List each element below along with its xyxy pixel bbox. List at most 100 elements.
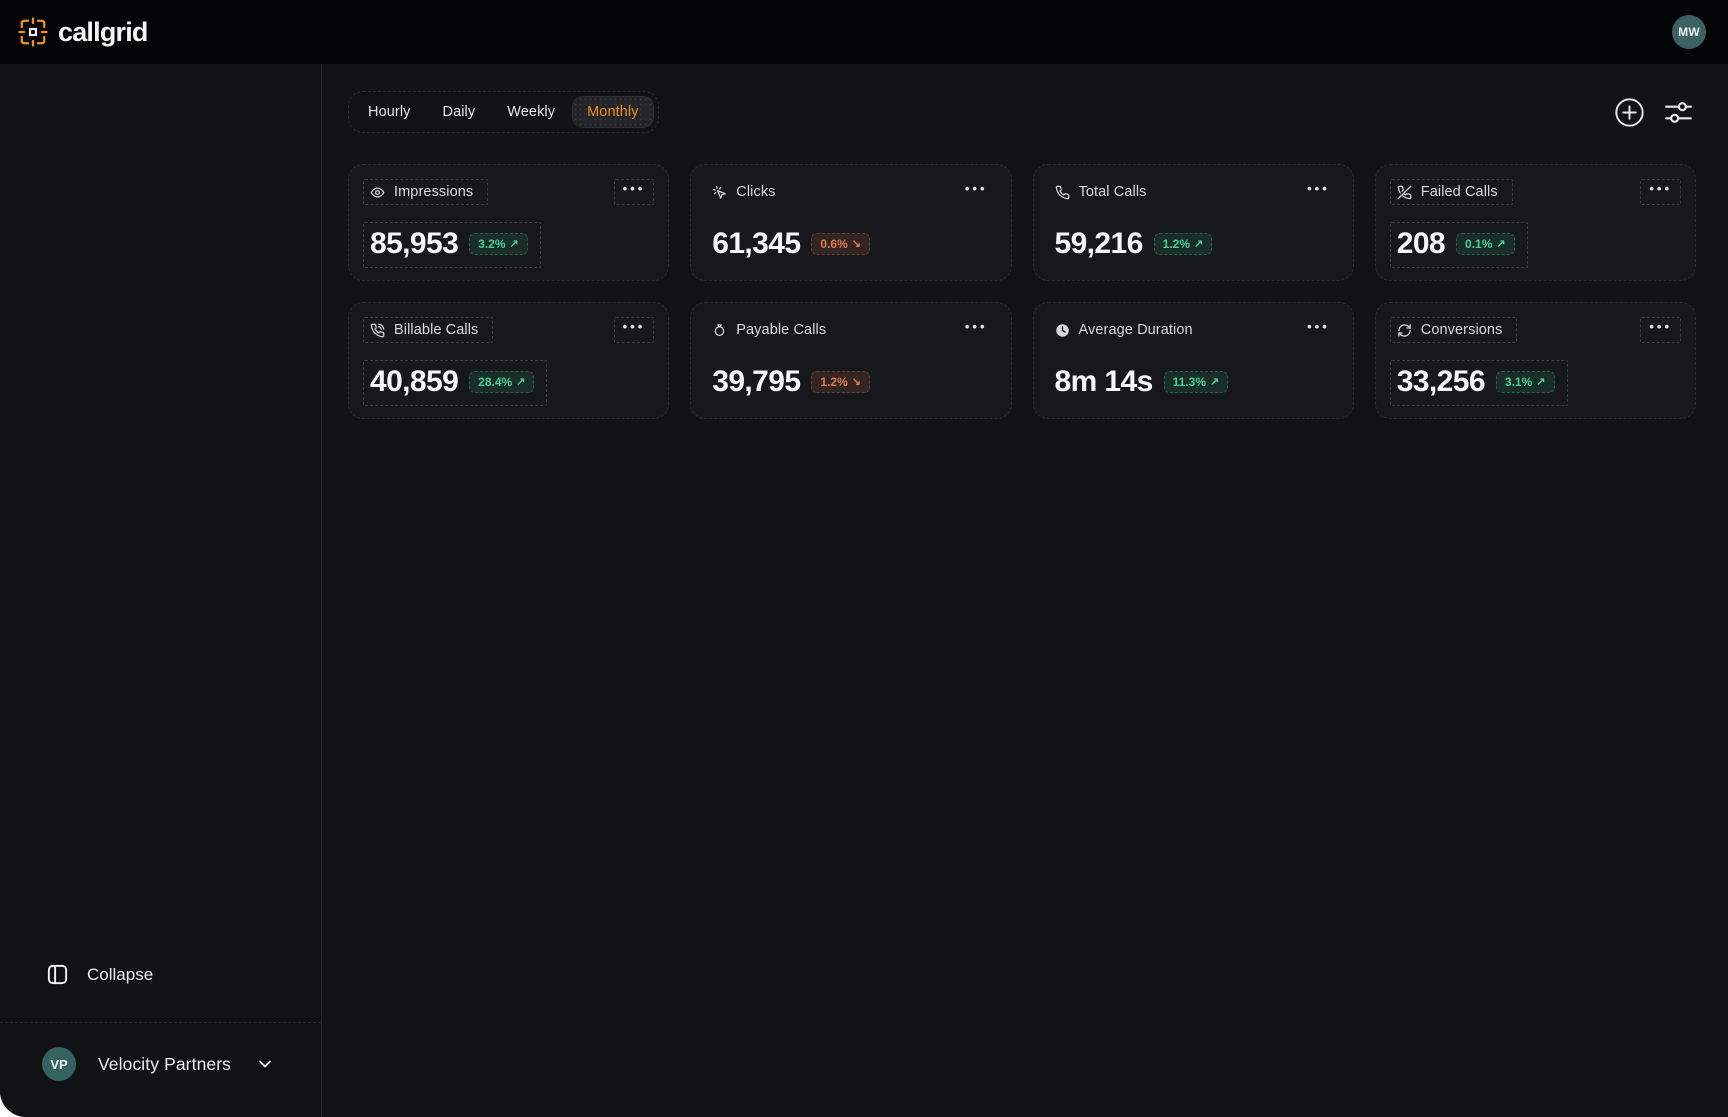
card-menu-button[interactable]: ••• (1298, 317, 1339, 343)
trend-arrow-icon: ↗ (516, 375, 526, 388)
metric-value-group: 61,345 0.6% ↘ (705, 222, 883, 268)
card-menu-button[interactable]: ••• (956, 179, 997, 205)
metric-value: 40,859 (370, 365, 459, 398)
tab-hourly[interactable]: Hourly (353, 96, 426, 128)
filter-settings-button[interactable] (1661, 95, 1696, 130)
metric-card-conversions: Conversions ••• 33,256 3.1% ↗ (1374, 302, 1696, 419)
metric-value: 85,953 (370, 227, 459, 260)
trend-badge: 1.2% ↗ (1153, 233, 1213, 255)
brand: callgrid (18, 17, 148, 48)
workspace-avatar-initials: VP (50, 1056, 68, 1072)
metric-card-total-calls: Total Calls ••• 59,216 1.2% ↗ (1032, 164, 1354, 281)
toolbar: Hourly Daily Weekly Monthly (348, 91, 1696, 133)
trend-badge: 0.6% ↘ (811, 233, 870, 255)
trend-badge: 1.2% ↘ (811, 371, 870, 393)
user-avatar[interactable]: MW (1672, 15, 1706, 49)
workspace-avatar: VP (42, 1047, 76, 1081)
metric-title: Conversions (1420, 322, 1503, 338)
metric-card-billable-calls: Billable Calls ••• 40,859 28.4% ↗ (348, 302, 670, 419)
top-bar: callgrid MW (0, 0, 1728, 64)
trend-arrow-icon: ↗ (1496, 237, 1506, 250)
metric-title: Average Duration (1078, 322, 1193, 338)
trend-badge: 3.1% ↗ (1495, 371, 1555, 393)
plus-circle-icon (1614, 97, 1645, 128)
metric-value: 39,795 (712, 365, 801, 398)
metric-title-group: Payable Calls (705, 317, 841, 343)
card-menu-button[interactable]: ••• (1640, 317, 1681, 343)
metric-title: Payable Calls (736, 322, 827, 338)
collapse-label: Collapse (87, 964, 154, 984)
eye-icon (370, 185, 385, 200)
metric-value: 61,345 (712, 227, 801, 260)
metric-value: 8m 14s (1054, 365, 1154, 398)
metric-value-group: 8m 14s 11.3% ↗ (1048, 360, 1242, 406)
interval-tabs: Hourly Daily Weekly Monthly (348, 91, 659, 133)
metric-value: 59,216 (1054, 227, 1144, 260)
metric-value-group: 208 0.1% ↗ (1389, 222, 1528, 268)
trend-badge: 11.3% ↗ (1163, 371, 1229, 393)
metric-value: 208 (1396, 227, 1446, 260)
metric-title-group: Billable Calls (363, 317, 494, 343)
trend-arrow-icon: ↗ (1210, 375, 1220, 388)
user-avatar-initials: MW (1678, 25, 1700, 39)
rotate-icon (1397, 323, 1412, 338)
tab-daily[interactable]: Daily (428, 96, 491, 128)
metric-value: 33,256 (1396, 365, 1486, 398)
phone-icon (1055, 185, 1070, 200)
metric-title: Impressions (394, 184, 474, 200)
card-menu-button[interactable]: ••• (1298, 179, 1339, 205)
phone-call-icon (370, 323, 385, 338)
metric-value-group: 59,216 1.2% ↗ (1048, 222, 1226, 268)
workspace-name: Velocity Partners (98, 1053, 232, 1074)
metric-title: Billable Calls (394, 322, 479, 338)
metric-title-group: Average Duration (1048, 317, 1208, 343)
sliders-icon (1663, 97, 1694, 128)
metric-card-impressions: Impressions ••• 85,953 3.2% ↗ (348, 164, 670, 281)
metric-title: Clicks (736, 184, 776, 200)
metric-card-average-duration: Average Duration ••• 8m 14s 11.3% ↗ (1032, 302, 1354, 419)
cursor-click-icon (712, 185, 727, 200)
metric-card-clicks: Clicks ••• 61,345 0.6% ↘ (690, 164, 1012, 281)
metric-title-group: Total Calls (1048, 179, 1162, 205)
app-body: Collapse VP Velocity Partners Hourly (0, 64, 1728, 1117)
tab-monthly[interactable]: Monthly (572, 96, 654, 128)
card-menu-button[interactable]: ••• (613, 179, 655, 205)
card-menu-button[interactable]: ••• (613, 317, 655, 343)
chevron-down-icon (255, 1054, 275, 1074)
metric-title-group: Impressions (363, 179, 489, 205)
main-content: Hourly Daily Weekly Monthly (322, 64, 1728, 1117)
add-widget-button[interactable] (1612, 95, 1647, 130)
metric-title-group: Conversions (1389, 317, 1518, 343)
metric-title-group: Clicks (705, 179, 790, 205)
trend-badge: 3.2% ↗ (469, 233, 528, 255)
sidebar: Collapse VP Velocity Partners (0, 64, 322, 1117)
metric-title: Failed Calls (1420, 184, 1498, 200)
metric-value-group: 33,256 3.1% ↗ (1389, 360, 1568, 406)
callgrid-logo-icon (18, 17, 48, 47)
metrics-grid: Impressions ••• 85,953 3.2% ↗ (348, 164, 1696, 419)
metric-title: Total Calls (1078, 184, 1147, 200)
metric-card-payable-calls: Payable Calls ••• 39,795 1.2% ↘ (690, 302, 1012, 419)
metric-card-failed-calls: Failed Calls ••• 208 0.1% ↗ (1374, 164, 1696, 281)
card-menu-button[interactable]: ••• (956, 317, 997, 343)
collapse-sidebar-button[interactable]: Collapse (0, 949, 321, 1000)
trend-arrow-icon: ↘ (851, 237, 861, 250)
trend-arrow-icon: ↗ (509, 237, 519, 250)
phone-off-icon (1397, 185, 1412, 200)
workspace-switcher[interactable]: VP Velocity Partners (0, 1022, 321, 1117)
brand-wordmark: callgrid (58, 16, 148, 47)
tab-weekly[interactable]: Weekly (492, 96, 570, 128)
toolbar-actions (1612, 95, 1696, 130)
trend-badge: 0.1% ↗ (1456, 233, 1515, 255)
metric-value-group: 85,953 3.2% ↗ (363, 222, 541, 268)
card-menu-button[interactable]: ••• (1640, 179, 1681, 205)
metric-value-group: 40,859 28.4% ↗ (363, 360, 548, 406)
metric-title-group: Failed Calls (1389, 179, 1513, 205)
money-bag-icon (712, 323, 727, 338)
metric-value-group: 39,795 1.2% ↘ (705, 360, 883, 406)
panel-left-icon (46, 963, 69, 986)
trend-arrow-icon: ↗ (1194, 237, 1204, 250)
trend-arrow-icon: ↗ (1536, 375, 1546, 388)
trend-arrow-icon: ↘ (851, 375, 861, 388)
